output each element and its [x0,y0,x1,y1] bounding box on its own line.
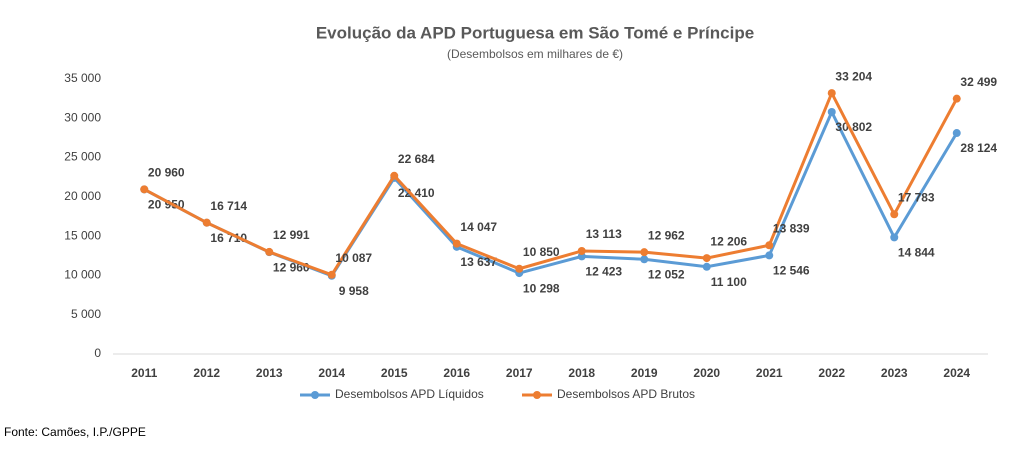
point [577,246,586,255]
value-label: 30 802 [835,120,872,134]
point [702,254,711,263]
y-tick-label: 35 000 [64,71,101,85]
x-tick-label: 2024 [943,366,970,380]
x-tick-label: 2011 [131,366,157,380]
value-label: 20 950 [148,198,185,212]
series-line [143,89,959,277]
point [952,129,961,138]
value-label: 13 839 [773,221,810,235]
value-label: 16 710 [210,231,247,245]
value-label: 12 991 [273,228,310,242]
point [827,89,836,98]
value-label: 13 113 [586,227,622,241]
x-tick-label: 2021 [756,366,783,380]
value-label: 33 204 [835,69,872,83]
y-tick-label: 15 000 [64,228,101,242]
value-label: 11 100 [711,275,747,289]
legend-marker [311,391,319,399]
chart-title: Evolução da APD Portuguesa em São Tomé e… [316,23,754,42]
x-tick-label: 2015 [381,366,408,380]
value-label: 12 960 [273,260,310,274]
y-tick-label: 5 000 [71,307,101,321]
value-label: 13 637 [460,255,497,269]
point [202,218,211,227]
value-label: 10 850 [523,245,560,259]
point [515,264,524,273]
point [327,270,336,279]
point [140,185,149,194]
value-label: 20 960 [148,165,185,179]
y-tick-label: 10 000 [64,268,101,282]
value-label: 28 124 [960,141,997,155]
point [640,248,649,257]
point [890,233,899,242]
value-label: 22 684 [398,152,435,166]
x-tick-label: 2023 [881,366,908,380]
y-tick-label: 20 000 [64,189,101,203]
point [765,251,774,260]
x-tick-label: 2013 [256,366,283,380]
x-tick-label: 2014 [318,366,345,380]
x-tick-label: 2017 [506,366,533,380]
value-label: 12 206 [710,234,747,248]
value-label: 17 783 [898,190,935,204]
value-label: 14 047 [460,220,497,234]
value-label: 16 714 [210,199,247,213]
value-label: 32 499 [960,75,997,89]
point [640,255,649,264]
value-label: 12 052 [648,267,685,281]
point [452,239,461,248]
point [702,262,711,271]
x-tick-label: 2020 [693,366,720,380]
point [390,171,399,180]
point [952,94,961,103]
chart-subtitle: (Desembolsos em milhares de €) [447,47,623,61]
value-label: 12 962 [648,228,685,242]
point [827,107,836,116]
point [890,210,899,219]
source: Fonte: Camões, I.P./GPPE [4,425,146,439]
value-label: 12 546 [773,264,810,278]
x-tick-label: 2018 [568,366,595,380]
x-tick-label: 2012 [193,366,220,380]
value-label: 10 087 [335,251,372,265]
x-tick-label: 2019 [631,366,658,380]
legend-marker [533,391,541,399]
legend-label: Desembolsos APD Brutos [557,387,695,401]
value-label: 14 844 [898,246,935,260]
point [765,241,774,250]
legend-label: Desembolsos APD Líquidos [335,387,484,401]
value-label: 12 423 [585,265,622,279]
y-tick-label: 25 000 [64,150,101,164]
y-tick-label: 0 [94,346,101,360]
value-label: 9 958 [339,284,369,298]
point [265,247,274,256]
x-tick-label: 2022 [818,366,845,380]
value-label: 10 298 [523,281,560,295]
x-tick-label: 2016 [443,366,470,380]
y-tick-label: 30 000 [64,110,101,124]
